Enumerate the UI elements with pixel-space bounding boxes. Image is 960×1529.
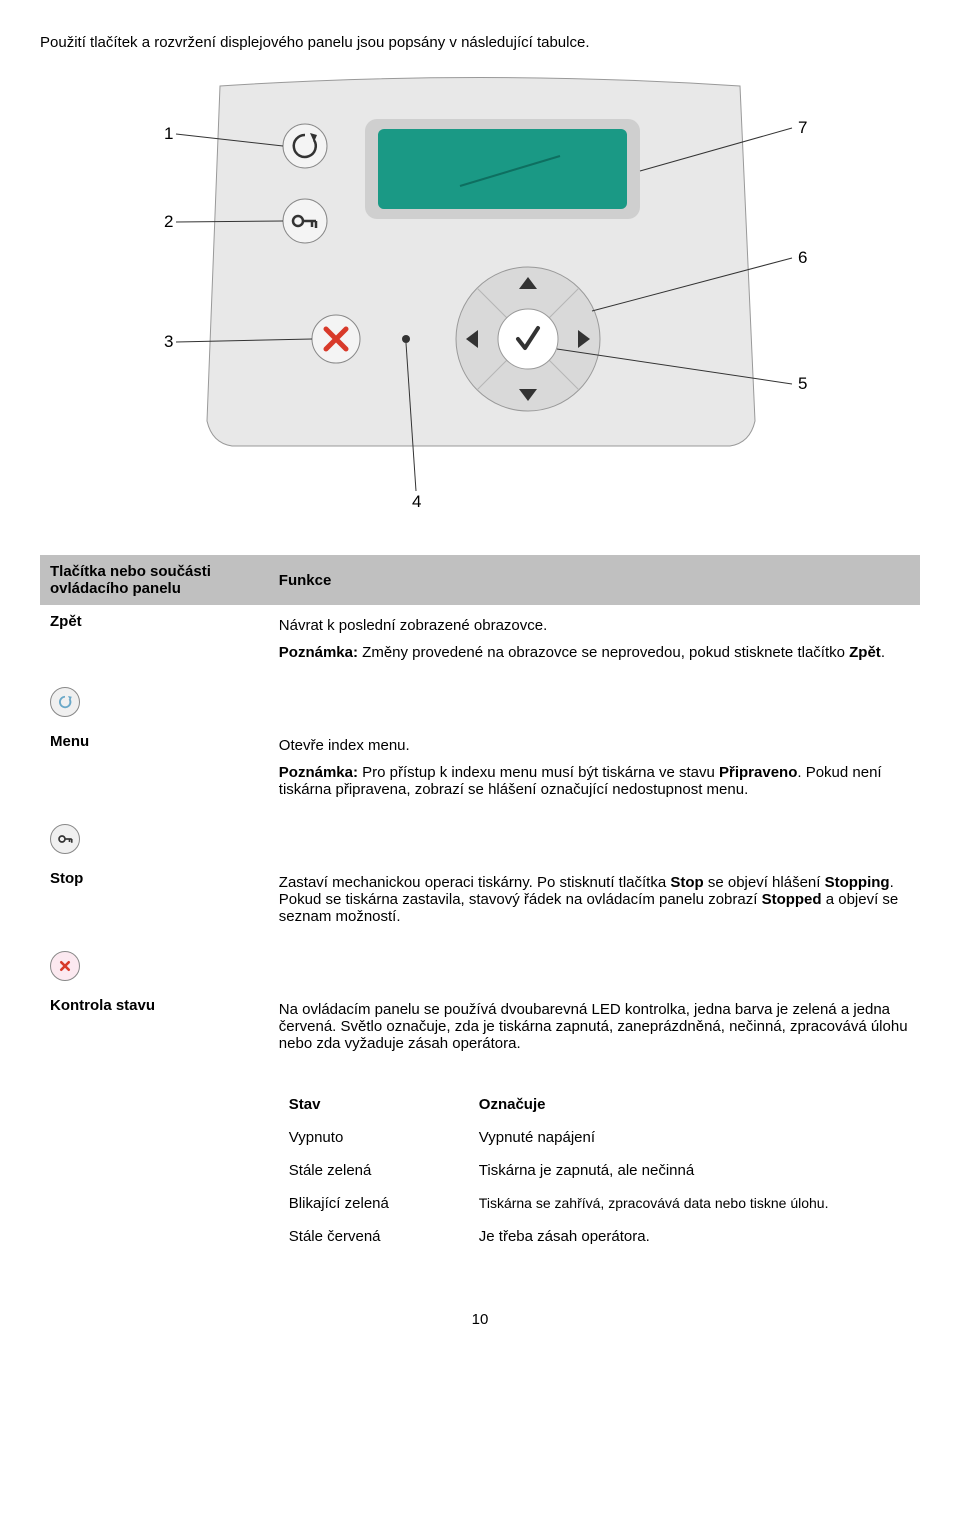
sub-row: Stále červenáJe třeba zásah operátora. [279, 1220, 839, 1253]
svg-text:6: 6 [798, 248, 807, 267]
table-row: Kontrola stavu Na ovládacím panelu se po… [40, 989, 920, 1070]
row-label-zpet: Zpět [40, 605, 269, 679]
svg-text:1: 1 [164, 124, 173, 143]
table-row: Menu Otevře index menu. Poznámka: Pro př… [40, 725, 920, 816]
svg-text:7: 7 [798, 118, 807, 137]
table-header-1: Tlačítka nebo součásti ovládacího panelu [40, 555, 269, 605]
table-row: Stop Zastaví mechanickou operaci tiskárn… [40, 862, 920, 943]
sub-row: VypnutoVypnuté napájení [279, 1121, 839, 1154]
svg-text:3: 3 [164, 332, 173, 351]
row-label-stop: Stop [40, 862, 269, 943]
svg-text:4: 4 [412, 492, 421, 511]
table-row: Zpět Návrat k poslední zobrazené obrazov… [40, 605, 920, 679]
back-icon [50, 687, 80, 717]
zpet-text: Návrat k poslední zobrazené obrazovce. [279, 617, 910, 634]
sub-row: Blikající zelenáTiskárna se zahřívá, zpr… [279, 1187, 839, 1220]
table-header-2: Funkce [269, 555, 920, 605]
svg-text:2: 2 [164, 212, 173, 231]
kontrola-text: Na ovládacím panelu se používá dvoubarev… [279, 1001, 910, 1052]
zpet-note: Poznámka: Změny provedené na obrazovce s… [279, 644, 910, 661]
key-icon [50, 824, 80, 854]
row-label-menu: Menu [40, 725, 269, 816]
row-label-kontrola: Kontrola stavu [40, 989, 269, 1070]
status-subtable: Stav Označuje VypnutoVypnuté napájení St… [279, 1088, 839, 1253]
sub-row: Stále zelenáTiskárna je zapnutá, ale neč… [279, 1154, 839, 1187]
menu-text: Otevře index menu. [279, 737, 910, 754]
menu-note: Poznámka: Pro přístup k indexu menu musí… [279, 764, 910, 798]
panel-diagram: 1 2 3 4 5 6 7 [40, 71, 920, 515]
stop-icon [50, 951, 80, 981]
sub-head-2: Označuje [469, 1088, 839, 1121]
intro-text: Použití tlačítek a rozvržení displejovéh… [40, 34, 920, 51]
svg-text:5: 5 [798, 374, 807, 393]
page-number: 10 [40, 1311, 920, 1328]
functions-table: Tlačítka nebo součásti ovládacího panelu… [40, 555, 920, 1261]
stop-text: Zastaví mechanickou operaci tiskárny. Po… [279, 874, 910, 925]
sub-head-1: Stav [279, 1088, 469, 1121]
